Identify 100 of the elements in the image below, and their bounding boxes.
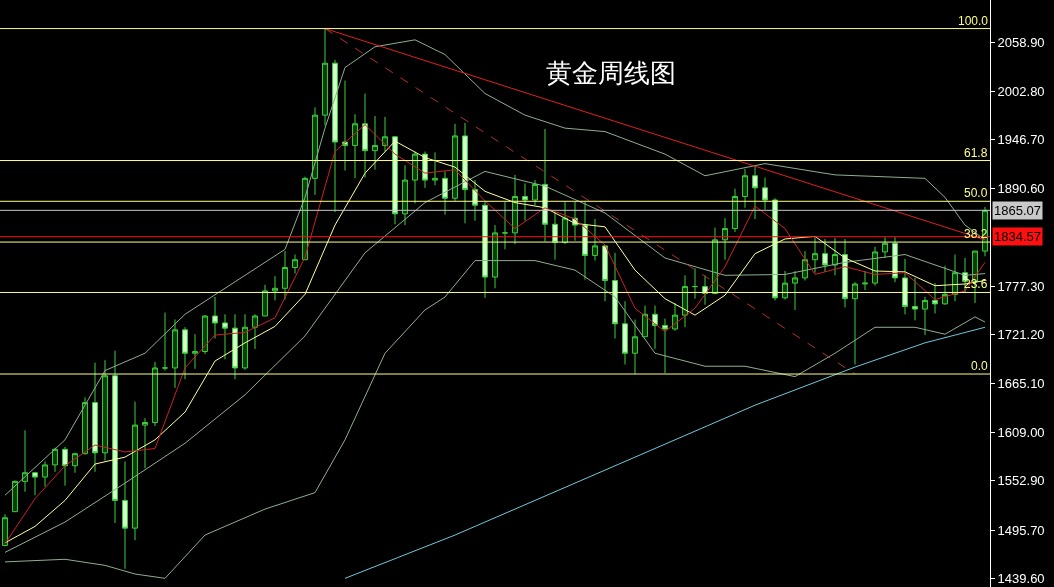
candlestick	[202, 314, 208, 355]
candlestick	[532, 179, 538, 206]
candlestick	[152, 361, 158, 427]
candlestick	[692, 267, 698, 300]
candlestick	[252, 313, 258, 350]
line-series	[4, 39, 986, 496]
candlestick	[802, 250, 808, 282]
candlestick	[862, 270, 868, 291]
annotation: 50.0	[964, 186, 988, 200]
candlestick	[42, 460, 48, 488]
candlestick	[62, 446, 68, 487]
candlestick	[782, 270, 788, 301]
candlestick	[272, 275, 278, 301]
candlestick	[12, 480, 18, 513]
candlestick	[932, 282, 938, 314]
y-tick-label: 1552.90	[997, 473, 1045, 489]
candlestick	[182, 326, 188, 380]
candlestick	[312, 106, 318, 196]
candlestick	[662, 318, 668, 374]
annotation: 0.0	[971, 359, 989, 373]
line-series	[344, 326, 986, 579]
candlestick	[462, 122, 468, 224]
candlestick	[752, 165, 758, 220]
candlestick	[552, 211, 558, 261]
y-tick-label: 1721.20	[997, 327, 1045, 343]
candlestick	[222, 313, 228, 360]
candlestick	[242, 313, 248, 371]
candlestick	[952, 254, 958, 302]
candlestick	[172, 318, 178, 389]
candlestick	[162, 312, 168, 372]
y-tick-label: 1777.30	[997, 278, 1045, 294]
candlestick	[922, 296, 928, 336]
candlestick	[102, 359, 108, 462]
y-tick-label: 2058.90	[997, 35, 1045, 51]
y-tick-label: 1665.10	[997, 376, 1045, 391]
text: 黄金周线图	[546, 58, 677, 89]
candlestick	[142, 417, 148, 469]
candlestick	[212, 296, 218, 340]
candlestick	[372, 115, 378, 171]
candlestick	[442, 170, 448, 216]
candlestick	[92, 362, 98, 473]
candlestick	[352, 113, 358, 179]
candlestick	[852, 281, 858, 365]
candlestick	[2, 513, 8, 547]
candlestick	[32, 471, 38, 496]
candlestick	[542, 128, 548, 243]
candlestick	[232, 313, 238, 380]
candlestick	[732, 188, 738, 233]
annotation: 61.8	[964, 146, 988, 160]
candlestick	[622, 300, 628, 365]
candlestick	[112, 350, 118, 524]
candlestick	[522, 183, 528, 222]
candlestick	[672, 302, 678, 332]
candlestick	[742, 168, 748, 209]
candlestick	[492, 224, 498, 289]
candlestick	[942, 265, 948, 306]
candlestick	[812, 236, 818, 274]
candlestick	[132, 401, 138, 541]
candlestick	[282, 250, 288, 301]
candlestick	[652, 305, 658, 350]
candlestick	[642, 305, 648, 338]
candlestick	[682, 274, 688, 328]
candlestick	[292, 254, 298, 275]
candlestick	[832, 237, 838, 276]
candlestick	[892, 236, 898, 283]
candlestick	[402, 164, 408, 226]
candlestick	[792, 270, 798, 311]
candlestick	[192, 333, 198, 370]
candlestick	[362, 93, 368, 178]
candlestick	[482, 201, 488, 299]
y-tick-label: 1495.70	[997, 522, 1045, 538]
candlestick	[502, 201, 508, 250]
line-series	[4, 260, 986, 579]
candlestick	[722, 217, 728, 261]
candlestick	[432, 151, 438, 186]
candlestick	[262, 284, 268, 317]
candlestick	[322, 28, 328, 127]
annotation: 100.0	[958, 14, 989, 28]
y-tick-label: 1609.00	[997, 424, 1045, 440]
y-tick-label: 1834.57	[994, 229, 1041, 244]
candlestick	[602, 244, 608, 302]
candlestick	[332, 59, 338, 213]
candlestick	[882, 236, 888, 259]
candlestick	[902, 258, 908, 315]
candlestick	[342, 80, 348, 172]
candlestick	[772, 197, 778, 301]
candlestick	[762, 176, 768, 211]
candlestick	[822, 238, 828, 273]
y-tick-label: 1865.07	[994, 203, 1041, 218]
y-tick-label: 1946.70	[997, 132, 1045, 148]
candlestick	[912, 277, 918, 321]
candlestick	[82, 396, 88, 456]
candlestick	[412, 151, 418, 204]
candlestick	[592, 218, 598, 262]
candlestick	[122, 460, 128, 570]
candlestick	[52, 447, 58, 473]
y-tick-label: 1890.60	[997, 180, 1045, 196]
y-tick-label: 1439.60	[997, 571, 1045, 587]
y-tick-label: 2002.80	[997, 83, 1045, 99]
candlestick	[612, 252, 618, 340]
